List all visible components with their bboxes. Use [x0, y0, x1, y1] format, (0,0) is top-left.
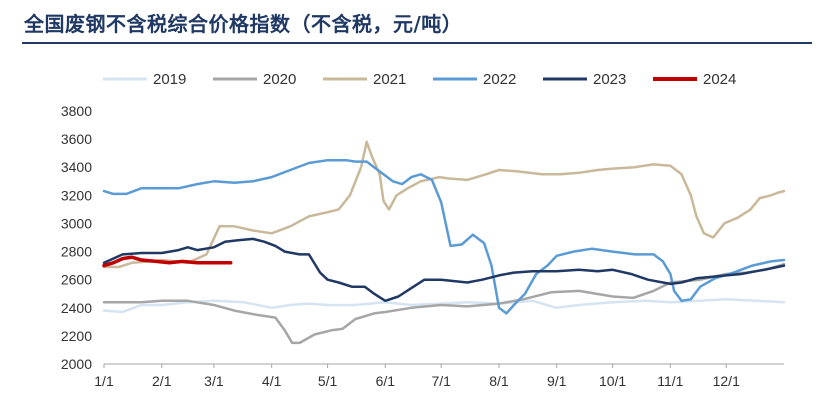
y-tick-label: 2400: [61, 300, 92, 316]
title-underline: [22, 42, 812, 44]
x-tick-label: 12/1: [713, 373, 740, 389]
series-line-2021: [102, 140, 786, 269]
y-tick-label: 2200: [61, 328, 92, 344]
chart-series: [102, 140, 786, 345]
x-tick-label: 5/1: [318, 373, 338, 389]
x-tick-label: 4/1: [262, 373, 282, 389]
series-line-2023: [102, 237, 786, 303]
x-tick-label: 3/1: [204, 373, 224, 389]
legend-label-2021: 2021: [373, 71, 406, 88]
series-line-2024: [102, 255, 233, 268]
legend-label-2024: 2024: [703, 71, 736, 88]
legend-label-2023: 2023: [593, 71, 626, 88]
y-tick-label: 3800: [61, 103, 92, 119]
x-tick-label: 8/1: [489, 373, 509, 389]
legend-label-2022: 2022: [483, 71, 516, 88]
x-tick-label: 1/1: [94, 373, 114, 389]
x-tick-label: 6/1: [376, 373, 396, 389]
y-tick-label: 2000: [61, 356, 92, 372]
x-axis: 1/1 2/1 3/1 4/1 5/1 6/1 7/1 8/1 9/1 10/1 11/1 12/1: [94, 363, 784, 389]
x-tick-label: 2/1: [152, 373, 172, 389]
y-tick-label: 3600: [61, 131, 92, 147]
series-line-2022: [102, 158, 786, 315]
chart-legend: 2019 2020 2021 2022 2023 2024: [103, 71, 736, 88]
x-tick-label: 9/1: [547, 373, 567, 389]
legend-label-2020: 2020: [263, 71, 296, 88]
y-tick-label: 3400: [61, 159, 92, 175]
y-tick-label: 2800: [61, 244, 92, 260]
x-tick-label: 7/1: [431, 373, 451, 389]
x-tick-label: 10/1: [599, 373, 626, 389]
legend-label-2019: 2019: [153, 71, 186, 88]
y-axis: 2000 2200 2400 2600 2800 3000 3200 3400 3600 3800: [61, 103, 92, 372]
chart-title: 全国废钢不含税综合价格指数（不含税，元/吨）: [24, 12, 463, 36]
y-tick-label: 2600: [61, 272, 92, 288]
y-tick-label: 3000: [61, 215, 92, 231]
x-tick-label: 11/1: [657, 373, 683, 389]
series-line-2020: [102, 262, 786, 345]
y-tick-label: 3200: [61, 187, 92, 203]
